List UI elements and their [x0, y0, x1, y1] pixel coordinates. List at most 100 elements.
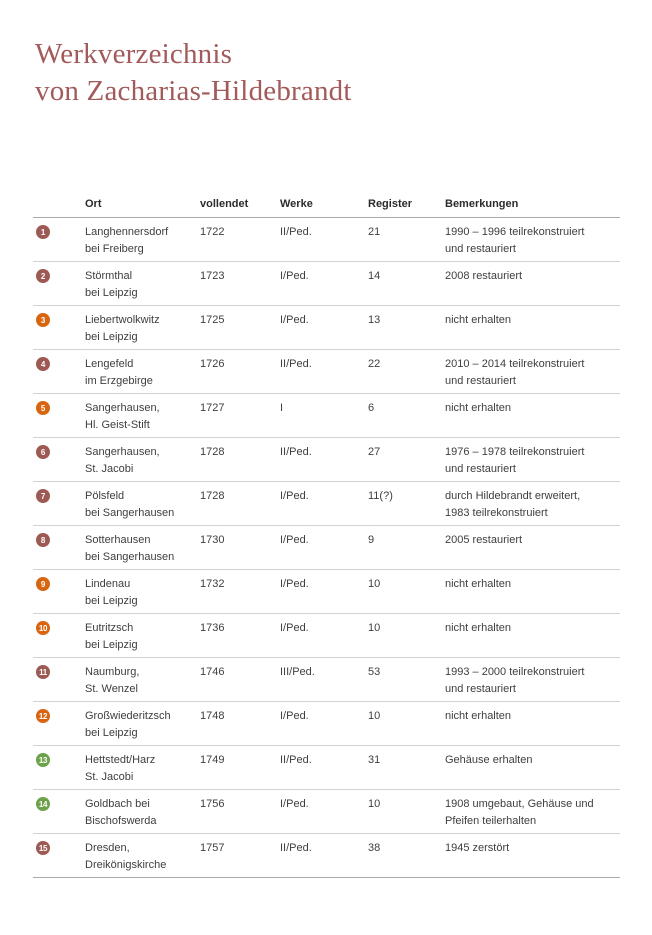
cell-ort: Dresden, Dreikönigskirche — [85, 834, 200, 877]
row-number-cell: 5 — [33, 394, 85, 437]
cell-bemerkungen: 1993 – 2000 teilrekonstruiert und restaur… — [445, 658, 620, 701]
cell-werke: II/Ped. — [280, 754, 312, 766]
cell-line: und restauriert — [445, 683, 516, 695]
cell-line: Sangerhausen, — [85, 402, 160, 414]
cell-ort: Großwiederitzsch bei Leipzig — [85, 702, 200, 745]
cell-werke: I/Ped. — [280, 578, 309, 590]
cell-line: Hl. Geist-Stift — [85, 419, 150, 431]
cell-bemerkungen: nicht erhalten — [445, 702, 620, 745]
cell-werke: I/Ped. — [280, 798, 309, 810]
row-number-cell: 8 — [33, 526, 85, 569]
row-number-badge: 3 — [36, 313, 50, 327]
cell-bemerkungen: 2008 restauriert — [445, 262, 620, 305]
row-number-cell: 1 — [33, 218, 85, 261]
row-number-cell: 12 — [33, 702, 85, 745]
cell-ort: Goldbach bei Bischofswerda — [85, 790, 200, 833]
cell-line: Hettstedt/Harz — [85, 754, 156, 766]
cell-line: 1983 teilrekonstruiert — [445, 507, 548, 519]
cell-vollendet: 1748 — [200, 710, 225, 722]
cell-werke: I/Ped. — [280, 314, 309, 326]
cell-register: 31 — [368, 754, 381, 766]
cell-ort: Naumburg, St. Wenzel — [85, 658, 200, 701]
cell-line: bei Sangerhausen — [85, 507, 175, 519]
table-row: 7 Pölsfeld bei Sangerhausen 1728 I/Ped. 1… — [33, 482, 620, 526]
cell-werke: I/Ped. — [280, 710, 309, 722]
cell-ort: Störmthal bei Leipzig — [85, 262, 200, 305]
cell-werke: I — [280, 402, 284, 414]
cell-line: St. Wenzel — [85, 683, 138, 695]
cell-register: 27 — [368, 446, 381, 458]
cell-bemerkungen: durch Hildebrandt erweitert, 1983 teilrek… — [445, 482, 620, 525]
page-title-line-2: von Zacharias-Hildebrandt — [35, 75, 352, 107]
cell-register: 22 — [368, 358, 381, 370]
table-row: 15 Dresden, Dreikönigskirche 1757 II/Ped.… — [33, 834, 620, 878]
cell-bemerkungen: nicht erhalten — [445, 570, 620, 613]
cell-vollendet: 1727 — [200, 402, 225, 414]
cell-vollendet: 1722 — [200, 226, 225, 238]
cell-line: und restauriert — [445, 463, 516, 475]
cell-ort: Hettstedt/Harz St. Jacobi — [85, 746, 200, 789]
cell-line: Pfeifen teilerhalten — [445, 815, 537, 827]
row-number-badge: 8 — [36, 533, 50, 547]
cell-werke: III/Ped. — [280, 666, 315, 678]
cell-werke: II/Ped. — [280, 842, 312, 854]
row-number-badge: 9 — [36, 577, 50, 591]
row-number-cell: 13 — [33, 746, 85, 789]
cell-line: 1945 zerstört — [445, 842, 510, 854]
cell-line: Gehäuse erhalten — [445, 754, 533, 766]
cell-line: bei Leipzig — [85, 287, 138, 299]
cell-line: 1976 – 1978 teilrekonstruiert — [445, 446, 585, 458]
cell-vollendet: 1732 — [200, 578, 225, 590]
cell-line: nicht erhalten — [445, 314, 512, 326]
cell-bemerkungen: nicht erhalten — [445, 394, 620, 437]
cell-werke: II/Ped. — [280, 226, 312, 238]
header-cell-werke: Werke — [280, 198, 313, 210]
cell-line: 2008 restauriert — [445, 270, 523, 282]
cell-vollendet: 1728 — [200, 446, 225, 458]
cell-register: 11(?) — [368, 490, 393, 502]
table-row: 3 Liebertwolkwitz bei Leipzig 1725 I/Ped.… — [33, 306, 620, 350]
header-cell-register: Register — [368, 198, 413, 210]
cell-vollendet: 1726 — [200, 358, 225, 370]
cell-line: bei Leipzig — [85, 595, 138, 607]
cell-ort: Pölsfeld bei Sangerhausen — [85, 482, 200, 525]
cell-bemerkungen: 1976 – 1978 teilrekonstruiert und restaur… — [445, 438, 620, 481]
cell-vollendet: 1728 — [200, 490, 225, 502]
page-title-line-1: Werkverzeichnis — [35, 38, 233, 70]
cell-vollendet: 1756 — [200, 798, 225, 810]
table-row: 6 Sangerhausen, St. Jacobi 1728 II/Ped. 2… — [33, 438, 620, 482]
cell-vollendet: 1749 — [200, 754, 225, 766]
cell-line: Eutritzsch — [85, 622, 134, 634]
cell-line: Sotterhausen — [85, 534, 151, 546]
cell-line: 1908 umgebaut, Gehäuse und — [445, 798, 594, 810]
cell-line: nicht erhalten — [445, 622, 512, 634]
row-number-badge: 12 — [36, 709, 50, 723]
cell-bemerkungen: Gehäuse erhalten — [445, 746, 620, 789]
cell-line: Störmthal — [85, 270, 133, 282]
cell-register: 10 — [368, 710, 381, 722]
table-row: 2 Störmthal bei Leipzig 1723 I/Ped. 14 20… — [33, 262, 620, 306]
row-number-cell: 14 — [33, 790, 85, 833]
table-row: 9 Lindenau bei Leipzig 1732 I/Ped. 10 nic… — [33, 570, 620, 614]
cell-werke: II/Ped. — [280, 446, 312, 458]
cell-line: und restauriert — [445, 375, 516, 387]
cell-werke: I/Ped. — [280, 490, 309, 502]
cell-line: Goldbach bei — [85, 798, 150, 810]
table-row: 14 Goldbach bei Bischofswerda 1756 I/Ped.… — [33, 790, 620, 834]
cell-line: St. Jacobi — [85, 771, 134, 783]
row-number-badge: 13 — [36, 753, 50, 767]
cell-line: 2005 restauriert — [445, 534, 523, 546]
cell-vollendet: 1736 — [200, 622, 225, 634]
cell-line: nicht erhalten — [445, 402, 512, 414]
cell-line: bei Leipzig — [85, 639, 138, 651]
cell-ort: Lengefeld im Erzgebirge — [85, 350, 200, 393]
header-cell-bemerkungen: Bemerkungen — [445, 198, 519, 210]
cell-werke: I/Ped. — [280, 270, 309, 282]
row-number-badge: 2 — [36, 269, 50, 283]
cell-ort: Liebertwolkwitz bei Leipzig — [85, 306, 200, 349]
cell-line: Bischofswerda — [85, 815, 157, 827]
cell-register: 13 — [368, 314, 381, 326]
cell-line: bei Leipzig — [85, 727, 138, 739]
cell-line: Lindenau — [85, 578, 131, 590]
cell-line: durch Hildebrandt erweitert, — [445, 490, 581, 502]
